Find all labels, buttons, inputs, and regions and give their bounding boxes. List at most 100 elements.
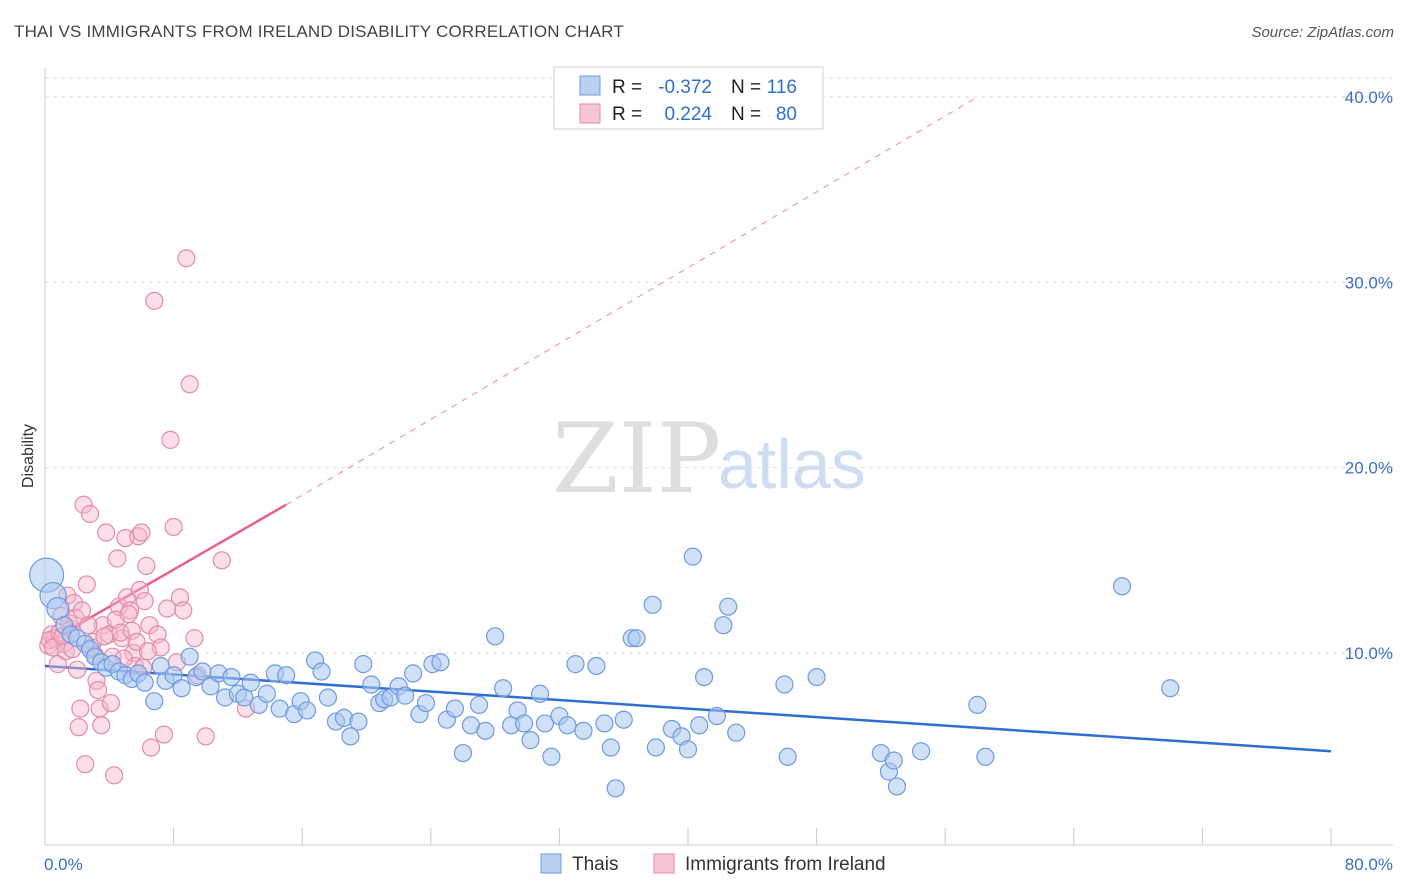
thais-point bbox=[887, 777, 907, 796]
ireland-point bbox=[71, 699, 90, 718]
thais-point bbox=[807, 667, 826, 687]
ireland-point bbox=[74, 495, 93, 514]
thais-point bbox=[172, 679, 191, 698]
thais-point bbox=[1112, 577, 1132, 596]
ireland-point bbox=[164, 517, 183, 537]
ireland-point bbox=[161, 430, 180, 449]
ireland-point bbox=[95, 627, 114, 646]
ireland-point bbox=[87, 671, 106, 690]
legend-r-value-thais: -0.372 bbox=[658, 77, 712, 98]
legend-r-value-ireland: 0.224 bbox=[664, 104, 712, 125]
thais-point bbox=[241, 673, 260, 692]
thais-point bbox=[976, 747, 995, 766]
thais-point bbox=[719, 597, 738, 616]
thais-point bbox=[627, 629, 646, 648]
thais-point bbox=[678, 740, 698, 759]
ireland-point bbox=[122, 621, 141, 640]
ireland-point bbox=[105, 766, 124, 785]
thais-point bbox=[486, 627, 505, 646]
ireland-trend-extension bbox=[285, 96, 978, 506]
ireland-point bbox=[158, 599, 177, 618]
thais-point bbox=[297, 701, 317, 720]
thais-point bbox=[201, 677, 220, 696]
thais-point bbox=[431, 653, 450, 672]
ireland-point bbox=[174, 601, 193, 620]
thais-point bbox=[606, 779, 625, 798]
y-tick-label: 30.0% bbox=[1345, 273, 1393, 292]
bottom-legend-swatch-ireland bbox=[653, 853, 675, 874]
thais-point bbox=[349, 712, 368, 731]
thais-point bbox=[318, 688, 338, 707]
thais-point bbox=[714, 616, 733, 635]
legend-r-label-ireland: R = bbox=[612, 104, 642, 125]
thais-point bbox=[193, 662, 212, 681]
ireland-point bbox=[196, 727, 215, 746]
thais-point bbox=[277, 666, 296, 685]
y-tick-label: 20.0% bbox=[1345, 459, 1393, 478]
bottom-legend-label-thais: Thais bbox=[572, 854, 618, 875]
thais-point bbox=[646, 738, 665, 757]
source-credit: Source: ZipAtlas.com bbox=[1251, 24, 1394, 41]
thais-point bbox=[521, 731, 540, 750]
ireland-point bbox=[124, 643, 143, 663]
ireland-point bbox=[154, 725, 174, 744]
x-tick-label-min: 0.0% bbox=[44, 855, 83, 874]
thais-point bbox=[531, 684, 550, 703]
thais-point bbox=[884, 751, 903, 770]
x-tick-label-max: 80.0% bbox=[1345, 855, 1393, 874]
ireland-point bbox=[88, 680, 108, 700]
ireland-point bbox=[69, 718, 88, 737]
thais-point bbox=[395, 686, 415, 705]
ireland-point bbox=[80, 504, 100, 524]
legend-swatch-thais bbox=[579, 75, 601, 96]
thais-point bbox=[312, 662, 331, 681]
ireland-point bbox=[111, 623, 130, 642]
bottom-legend-swatch-thais bbox=[540, 853, 562, 874]
thais-point bbox=[683, 547, 702, 566]
ireland-point bbox=[132, 523, 151, 542]
y-tick-label: 10.0% bbox=[1345, 644, 1393, 663]
thais-point bbox=[911, 742, 931, 761]
ireland-point bbox=[76, 755, 95, 774]
ireland-point bbox=[177, 249, 196, 268]
legend-n-value-thais: 116 bbox=[767, 77, 797, 98]
ireland-point bbox=[68, 660, 87, 679]
ireland-point bbox=[48, 655, 67, 674]
thais-point bbox=[514, 714, 534, 733]
ireland-point bbox=[141, 738, 161, 757]
thais-point bbox=[362, 675, 381, 694]
thais-point bbox=[416, 693, 436, 713]
ireland-point bbox=[185, 629, 204, 648]
legend-n-label-ireland: N = bbox=[731, 104, 761, 125]
thais-point bbox=[476, 721, 495, 740]
thais-point bbox=[145, 692, 164, 711]
thais-point bbox=[587, 656, 606, 676]
ireland-point bbox=[101, 693, 121, 713]
chart-title: THAI VS IMMIGRANTS FROM IRELAND DISABILI… bbox=[14, 22, 624, 41]
ireland-point bbox=[137, 556, 156, 575]
thais-point bbox=[180, 647, 199, 666]
ireland-point bbox=[108, 549, 127, 568]
thais-point bbox=[694, 667, 714, 687]
legend-r-label-thais: R = bbox=[612, 77, 642, 98]
thais-point bbox=[341, 727, 360, 746]
legend-n-label-thais: N = bbox=[731, 77, 761, 98]
thais-point bbox=[778, 747, 797, 766]
thais-point bbox=[775, 675, 794, 694]
thais-point bbox=[558, 716, 577, 735]
watermark-zip: ZIP bbox=[552, 403, 721, 515]
ireland-point bbox=[180, 375, 199, 394]
thais-point bbox=[595, 714, 614, 733]
ireland-point bbox=[145, 291, 164, 310]
thais-point bbox=[614, 710, 633, 729]
thais-point bbox=[453, 743, 473, 763]
thais-point bbox=[404, 664, 423, 683]
correlation-legend: R = -0.372 N = 116 R = 0.224 N = 80 bbox=[553, 66, 824, 130]
thais-point bbox=[257, 684, 276, 703]
axes bbox=[44, 68, 1393, 846]
thais-point bbox=[643, 595, 662, 614]
thais-point bbox=[135, 673, 154, 692]
thais-point bbox=[707, 706, 727, 726]
thais-point bbox=[727, 723, 746, 742]
